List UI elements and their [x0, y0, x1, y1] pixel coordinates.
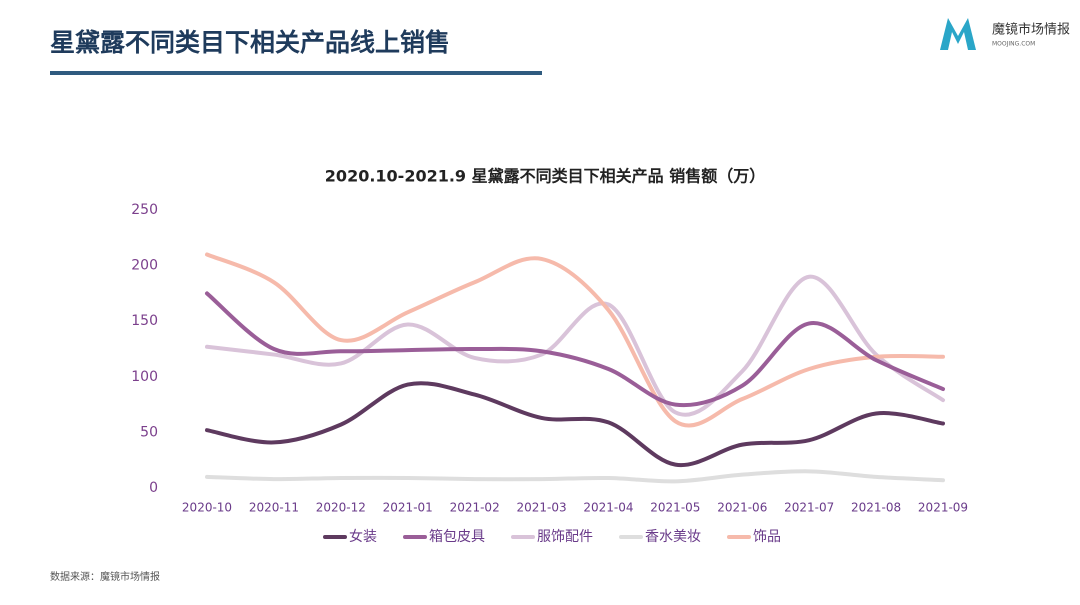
- legend-label: 饰品: [753, 529, 781, 545]
- x-tick-label: 2021-04: [583, 501, 633, 515]
- legend-label: 香水美妆: [645, 529, 701, 545]
- series-line: [205, 252, 945, 428]
- y-tick-label: 250: [131, 202, 158, 218]
- y-tick-label: 150: [131, 313, 158, 329]
- legend-label: 女装: [349, 528, 377, 545]
- slide-title: 星黛露不同类目下相关产品线上销售: [50, 28, 450, 57]
- series-line: [205, 469, 945, 484]
- y-tick-label: 200: [131, 258, 158, 274]
- series-line: [205, 274, 945, 417]
- x-tick-label: 2021-08: [851, 501, 901, 515]
- x-tick-label: 2021-05: [650, 501, 700, 515]
- logo-name: 魔镜市场情报: [992, 22, 1070, 38]
- x-tick-label: 2021-03: [516, 501, 566, 515]
- y-tick-label: 0: [149, 480, 158, 496]
- x-tick-label: 2021-01: [383, 501, 433, 515]
- x-tick-label: 2021-09: [918, 501, 968, 515]
- x-tick-label: 2020-11: [249, 501, 299, 515]
- y-tick-label: 50: [140, 424, 158, 440]
- x-tick-label: 2021-02: [450, 501, 500, 515]
- logo: 魔镜市场情报 MOOJING.COM: [940, 18, 1070, 50]
- x-tick-label: 2021-06: [717, 501, 767, 515]
- logo-domain: MOOJING.COM: [992, 41, 1035, 48]
- series-line: [205, 381, 945, 468]
- title-underline: [50, 71, 542, 75]
- chart-title: 2020.10-2021.9 星黛露不同类目下相关产品 销售额（万）: [325, 167, 765, 186]
- y-tick-label: 100: [131, 369, 158, 385]
- source-note: 数据来源：魔镜市场情报: [50, 570, 160, 583]
- legend-label: 服饰配件: [537, 529, 593, 545]
- series-line: [205, 291, 945, 408]
- logo-icon: [940, 18, 976, 50]
- x-tick-label: 2021-07: [784, 501, 834, 515]
- x-tick-label: 2020-10: [182, 501, 232, 515]
- x-tick-label: 2020-12: [316, 501, 366, 515]
- legend-label: 箱包皮具: [429, 529, 485, 545]
